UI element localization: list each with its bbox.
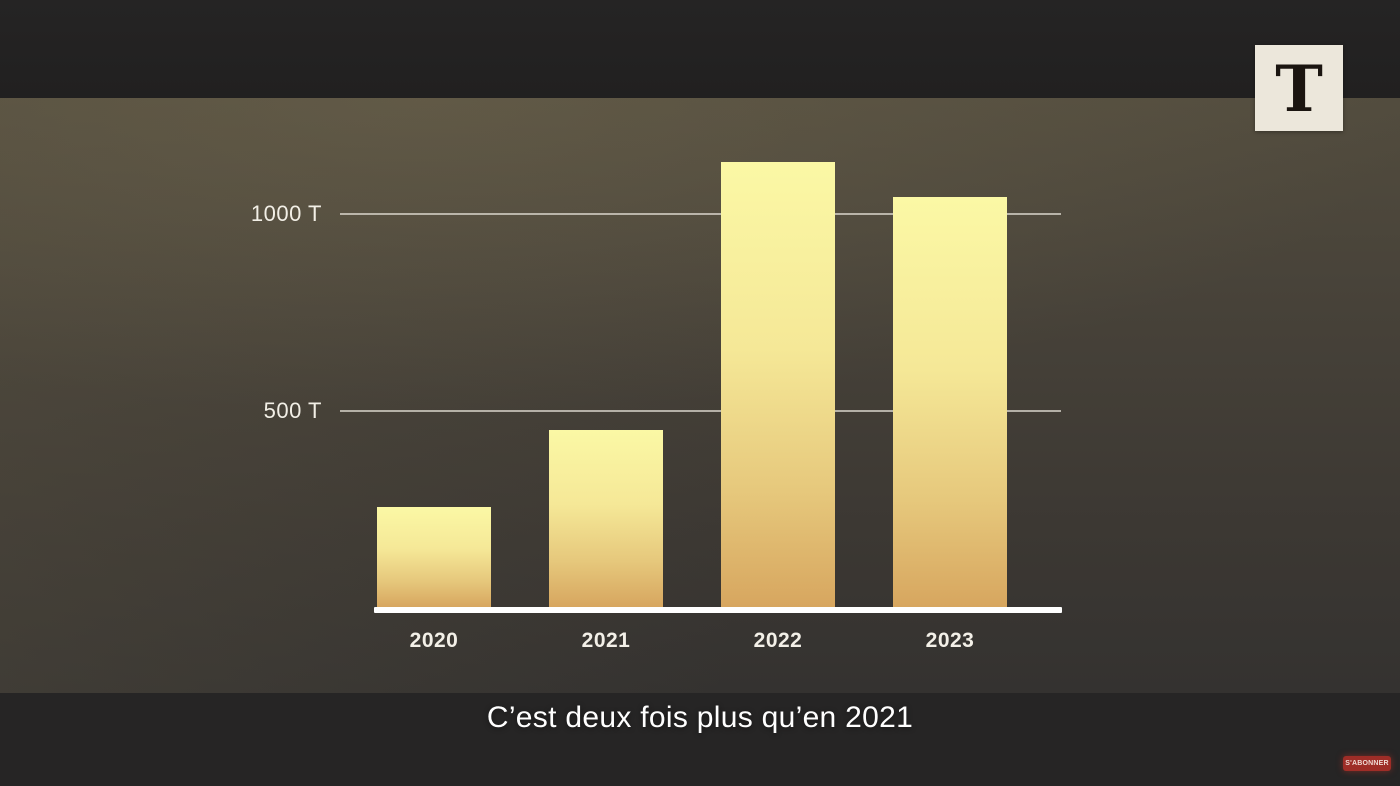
y-axis-tick-label-1000: 1000 T	[250, 201, 322, 226]
y-axis-tick-label-500: 500 T	[263, 398, 322, 423]
top-letterbox-band	[0, 0, 1400, 98]
y-gridline-1000	[340, 213, 1061, 215]
brand-logo: T	[1255, 45, 1343, 131]
x-axis-label-2021: 2021	[581, 629, 631, 652]
x-axis-label-2023: 2023	[925, 629, 975, 652]
bar-2020	[377, 506, 491, 607]
brand-logo-letter: T	[1275, 52, 1323, 127]
y-gridline-500	[340, 410, 1061, 412]
caption-text: C’est deux fois plus qu’en 2021	[486, 701, 914, 734]
chart-stage	[0, 98, 1400, 693]
subtitle-band	[0, 693, 1400, 786]
bar-2022	[721, 161, 835, 607]
subscribe-badge[interactable]: S'ABONNER	[1343, 756, 1391, 771]
x-axis-label-2020: 2020	[409, 629, 459, 652]
x-axis-line	[374, 607, 1062, 613]
bar-2023	[893, 197, 1007, 607]
bar-2021	[549, 429, 663, 607]
x-axis-label-2022: 2022	[753, 629, 803, 652]
